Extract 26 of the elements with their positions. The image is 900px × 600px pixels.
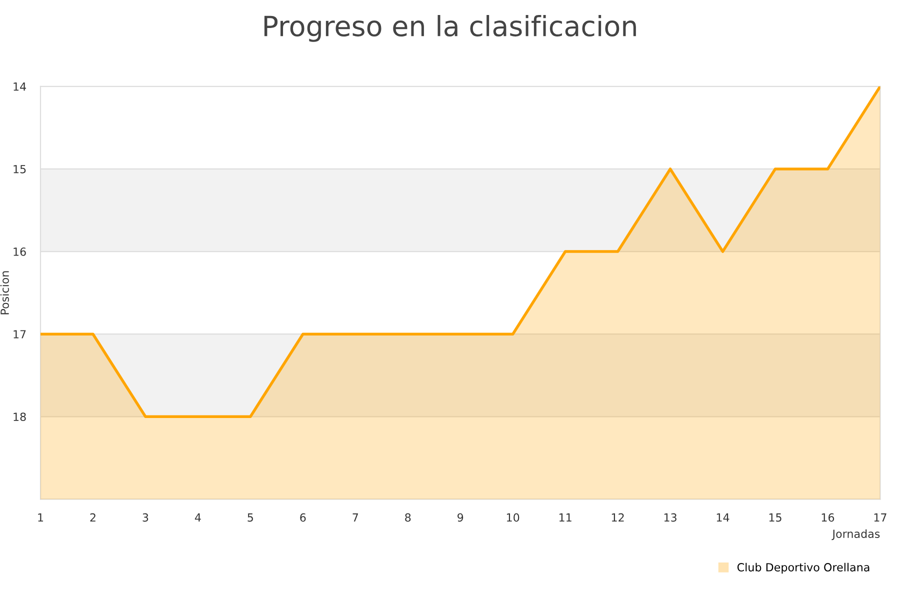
x-tick-label: 6 bbox=[300, 513, 306, 522]
x-tick-label: 9 bbox=[458, 513, 464, 522]
x-tick-label: 7 bbox=[352, 513, 358, 522]
y-tick-label: 16 bbox=[14, 247, 26, 256]
legend-label: Club Deportivo Orellana bbox=[737, 562, 870, 574]
x-tick-label: 1 bbox=[38, 513, 44, 522]
chart-title: Progreso en la clasificacion bbox=[264, 15, 636, 42]
x-tick-label: 13 bbox=[664, 513, 676, 522]
y-tick-label: 18 bbox=[14, 412, 26, 422]
x-tick-label: 12 bbox=[612, 513, 624, 522]
x-tick-label: 10 bbox=[506, 513, 520, 522]
x-tick-label: 4 bbox=[194, 513, 201, 522]
x-tick-label: 11 bbox=[559, 513, 572, 522]
x-tick-label: 8 bbox=[405, 513, 411, 522]
x-tick-label: 14 bbox=[716, 513, 730, 522]
x-tick-label: 5 bbox=[248, 513, 253, 522]
x-tick-label: 2 bbox=[90, 513, 96, 522]
x-axis-title: Jornadas bbox=[832, 529, 880, 540]
x-tick-label: 15 bbox=[769, 513, 782, 522]
y-axis-title: Posicion bbox=[0, 271, 9, 314]
x-tick-label: 16 bbox=[822, 513, 834, 522]
y-tick-label: 17 bbox=[14, 330, 26, 338]
x-tick-label: 17 bbox=[874, 513, 886, 522]
y-tick-label: 15 bbox=[14, 165, 26, 174]
y-tick-label: 14 bbox=[14, 82, 26, 91]
x-tick-label: 3 bbox=[142, 513, 148, 522]
